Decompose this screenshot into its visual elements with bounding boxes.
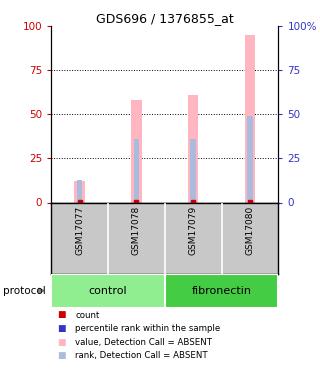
Text: GSM17078: GSM17078: [132, 206, 141, 255]
Text: ■: ■: [58, 351, 66, 360]
Text: percentile rank within the sample: percentile rank within the sample: [75, 324, 220, 333]
Title: GDS696 / 1376855_at: GDS696 / 1376855_at: [96, 12, 234, 25]
Text: ■: ■: [58, 310, 66, 320]
Text: GSM17077: GSM17077: [75, 206, 84, 255]
Bar: [77, 180, 83, 203]
Text: control: control: [89, 286, 127, 296]
Text: value, Detection Call = ABSENT: value, Detection Call = ABSENT: [75, 338, 212, 346]
Text: protocol: protocol: [3, 286, 46, 296]
Bar: [133, 139, 139, 202]
Bar: [165, 274, 278, 308]
Bar: [247, 116, 253, 202]
Bar: [245, 35, 255, 203]
Text: ■: ■: [58, 324, 66, 333]
Text: rank, Detection Call = ABSENT: rank, Detection Call = ABSENT: [75, 351, 208, 360]
Bar: [188, 95, 198, 202]
Text: GSM17080: GSM17080: [245, 206, 254, 255]
Bar: [131, 100, 141, 202]
Text: ■: ■: [58, 338, 66, 346]
Bar: [51, 274, 165, 308]
Text: GSM17079: GSM17079: [189, 206, 198, 255]
Bar: [190, 139, 196, 202]
Bar: [75, 182, 85, 203]
Text: fibronectin: fibronectin: [192, 286, 252, 296]
Text: count: count: [75, 310, 100, 320]
